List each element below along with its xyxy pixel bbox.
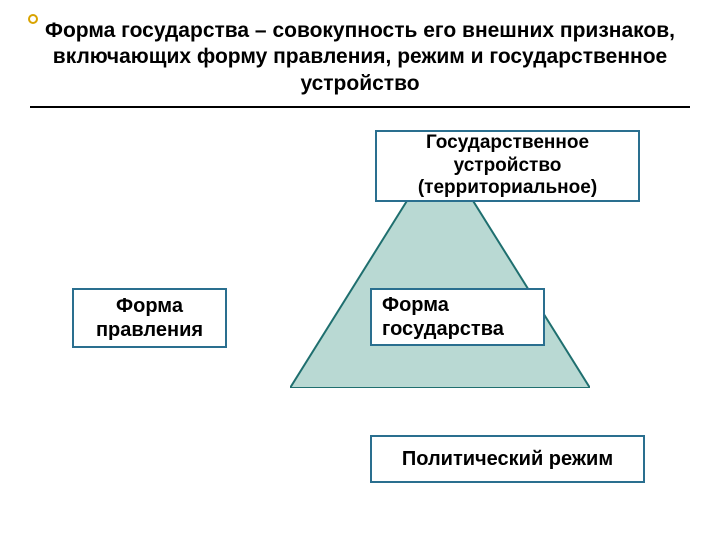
box-gov-structure-label: Государственное устройство (территориаль… [387, 132, 628, 200]
page-title: Форма государства – совокупность его вне… [40, 18, 680, 97]
title-bullet [28, 14, 38, 24]
box-form-state-label: Форма государства [382, 293, 533, 341]
box-gov-structure: Государственное устройство (территориаль… [375, 130, 640, 202]
box-form-state: Форма государства [370, 288, 545, 346]
box-form-governance: Форма правления [72, 288, 227, 348]
box-political-regime-label: Политический режим [402, 447, 613, 471]
title-divider [30, 106, 690, 108]
box-form-governance-label: Форма правления [84, 294, 215, 342]
box-political-regime: Политический режим [370, 435, 645, 483]
